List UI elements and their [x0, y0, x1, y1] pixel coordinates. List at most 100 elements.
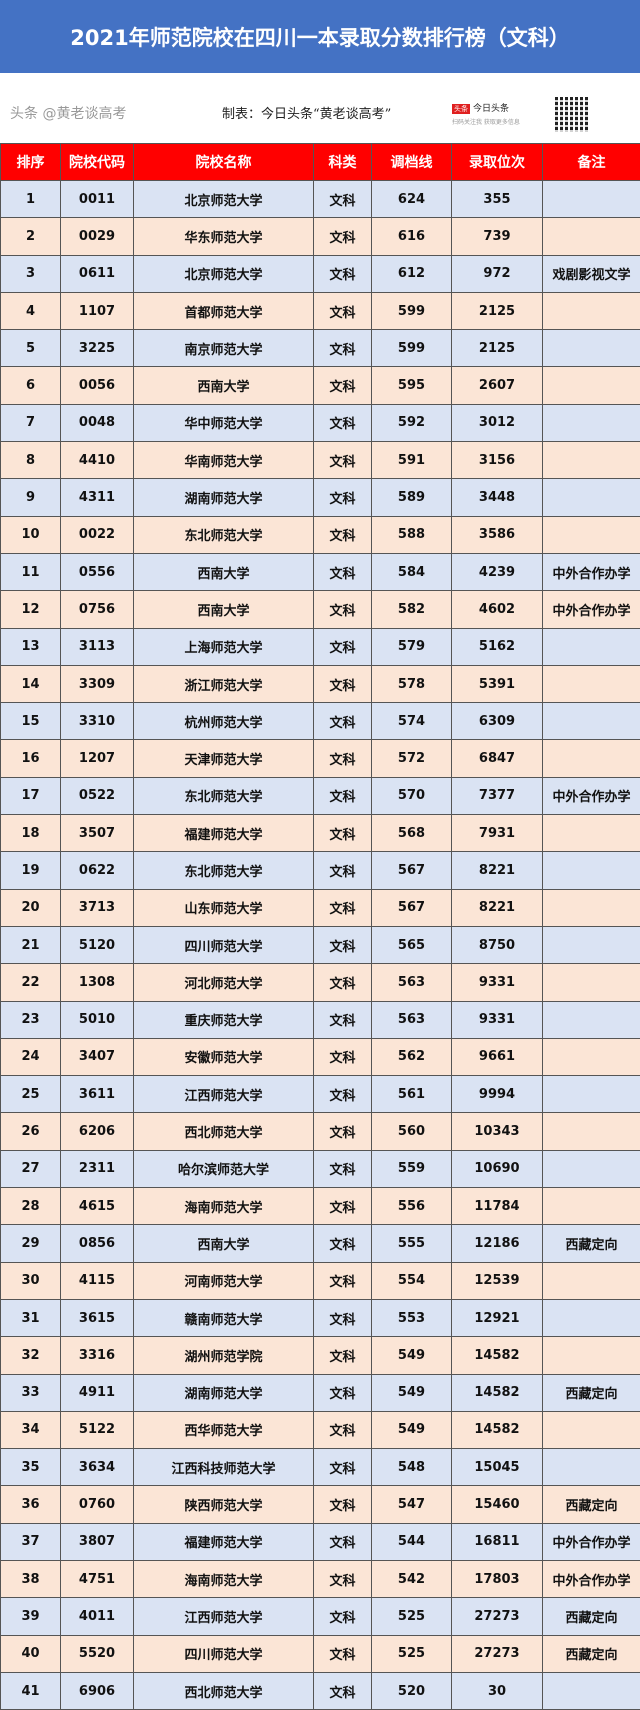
cell-rank: 25 — [1, 1076, 61, 1113]
cell-school: 东北师范大学 — [134, 777, 314, 814]
cell-score: 556 — [372, 1188, 452, 1225]
column-header-rank: 排序 — [1, 144, 61, 181]
cell-code: 4615 — [61, 1188, 134, 1225]
cell-school: 杭州师范大学 — [134, 703, 314, 740]
cell-category: 文科 — [314, 1038, 372, 1075]
cell-rank: 9 — [1, 479, 61, 516]
cell-category: 文科 — [314, 1523, 372, 1560]
cell-note — [543, 628, 640, 665]
cell-category: 文科 — [314, 815, 372, 852]
cell-code: 4911 — [61, 1374, 134, 1411]
cell-school: 西南大学 — [134, 1225, 314, 1262]
cell-rank: 6 — [1, 367, 61, 404]
cell-position: 5162 — [452, 628, 543, 665]
cell-note: 中外合作办学 — [543, 1560, 640, 1597]
cell-position: 972 — [452, 255, 543, 292]
cell-score: 560 — [372, 1113, 452, 1150]
cell-position: 8221 — [452, 852, 543, 889]
cell-position: 9661 — [452, 1038, 543, 1075]
cell-score: 616 — [372, 218, 452, 255]
cell-note — [543, 964, 640, 1001]
cell-rank: 26 — [1, 1113, 61, 1150]
cell-school: 重庆师范大学 — [134, 1001, 314, 1038]
cell-school: 陕西师范大学 — [134, 1486, 314, 1523]
cell-code: 4410 — [61, 442, 134, 479]
cell-score: 562 — [372, 1038, 452, 1075]
cell-rank: 31 — [1, 1299, 61, 1336]
cell-category: 文科 — [314, 1225, 372, 1262]
cell-note: 西藏定向 — [543, 1225, 640, 1262]
cell-score: 520 — [372, 1672, 452, 1709]
cell-code: 5520 — [61, 1635, 134, 1672]
cell-rank: 18 — [1, 815, 61, 852]
cell-school: 南京师范大学 — [134, 330, 314, 367]
cell-category: 文科 — [314, 1635, 372, 1672]
cell-code: 3407 — [61, 1038, 134, 1075]
cell-rank: 19 — [1, 852, 61, 889]
cell-position: 2607 — [452, 367, 543, 404]
cell-school: 河南师范大学 — [134, 1262, 314, 1299]
cell-school: 湖州师范学院 — [134, 1337, 314, 1374]
cell-school: 浙江师范大学 — [134, 665, 314, 702]
cell-score: 563 — [372, 1001, 452, 1038]
cell-rank: 11 — [1, 553, 61, 590]
cell-code: 3316 — [61, 1337, 134, 1374]
cell-category: 文科 — [314, 777, 372, 814]
cell-position: 6309 — [452, 703, 543, 740]
cell-school: 首都师范大学 — [134, 292, 314, 329]
column-header-note: 备注 — [543, 144, 640, 181]
cell-score: 612 — [372, 255, 452, 292]
credit-bar: 头条 @黄老谈高考 制表：今日头条“黄老谈高考” 头条今日头条 扫码关注我 获取… — [0, 73, 640, 143]
cell-position: 3586 — [452, 516, 543, 553]
cell-note — [543, 665, 640, 702]
cell-note — [543, 1076, 640, 1113]
cell-rank: 23 — [1, 1001, 61, 1038]
cell-category: 文科 — [314, 255, 372, 292]
column-header-code: 院校代码 — [61, 144, 134, 181]
cell-note — [543, 889, 640, 926]
cell-score: 553 — [372, 1299, 452, 1336]
cell-code: 0048 — [61, 404, 134, 441]
cell-rank: 4 — [1, 292, 61, 329]
cell-school: 北京师范大学 — [134, 181, 314, 218]
cell-note — [543, 330, 640, 367]
cell-category: 文科 — [314, 1560, 372, 1597]
cell-school: 四川师范大学 — [134, 1635, 314, 1672]
cell-school: 河北师范大学 — [134, 964, 314, 1001]
cell-code: 1107 — [61, 292, 134, 329]
cell-category: 文科 — [314, 479, 372, 516]
cell-school: 北京师范大学 — [134, 255, 314, 292]
cell-position: 14582 — [452, 1411, 543, 1448]
cell-code: 3713 — [61, 889, 134, 926]
cell-note: 中外合作办学 — [543, 553, 640, 590]
column-header-category: 科类 — [314, 144, 372, 181]
cell-code: 5120 — [61, 926, 134, 963]
cell-code: 6206 — [61, 1113, 134, 1150]
cell-note — [543, 404, 640, 441]
cell-position: 27273 — [452, 1598, 543, 1635]
cell-position: 12921 — [452, 1299, 543, 1336]
cell-category: 文科 — [314, 1374, 372, 1411]
cell-category: 文科 — [314, 1486, 372, 1523]
cell-category: 文科 — [314, 1188, 372, 1225]
cell-code: 0011 — [61, 181, 134, 218]
cell-score: 554 — [372, 1262, 452, 1299]
cell-category: 文科 — [314, 1411, 372, 1448]
cell-category: 文科 — [314, 516, 372, 553]
cell-category: 文科 — [314, 1449, 372, 1486]
cell-position: 27273 — [452, 1635, 543, 1672]
cell-school: 西北师范大学 — [134, 1672, 314, 1709]
cell-note — [543, 926, 640, 963]
column-header-school: 院校名称 — [134, 144, 314, 181]
